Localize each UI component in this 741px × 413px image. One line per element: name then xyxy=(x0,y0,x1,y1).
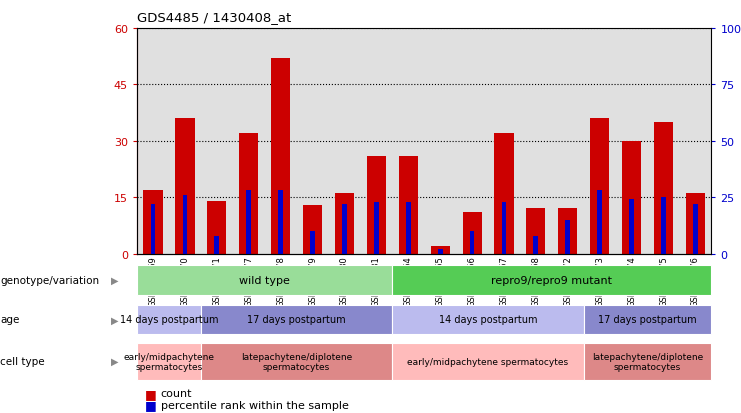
Text: ▶: ▶ xyxy=(111,315,119,325)
Text: genotype/variation: genotype/variation xyxy=(0,275,99,285)
Bar xyxy=(686,194,705,254)
Bar xyxy=(214,236,219,254)
Bar xyxy=(374,202,379,254)
Bar xyxy=(520,29,552,254)
Bar xyxy=(534,236,538,254)
Text: wild type: wild type xyxy=(239,275,290,285)
Text: latepachytene/diplotene
spermatocytes: latepachytene/diplotene spermatocytes xyxy=(241,352,352,371)
Text: 14 days postpartum: 14 days postpartum xyxy=(120,315,219,325)
Bar xyxy=(654,123,673,254)
Text: 14 days postpartum: 14 days postpartum xyxy=(439,315,537,325)
Bar xyxy=(552,29,584,254)
Bar xyxy=(150,204,156,254)
Bar xyxy=(629,200,634,254)
Bar xyxy=(182,195,187,254)
Text: cell type: cell type xyxy=(0,356,44,366)
Text: count: count xyxy=(161,388,193,398)
Bar xyxy=(622,141,641,254)
Bar xyxy=(616,29,648,254)
Bar xyxy=(558,209,577,254)
Text: early/midpachytene
spermatocytes: early/midpachytene spermatocytes xyxy=(124,352,214,371)
Bar xyxy=(310,231,315,254)
Text: ▶: ▶ xyxy=(111,275,119,285)
Text: ■: ■ xyxy=(144,398,156,411)
Bar xyxy=(239,134,259,254)
Bar xyxy=(335,194,354,254)
Bar xyxy=(494,134,514,254)
Bar xyxy=(399,157,418,254)
Bar xyxy=(502,202,506,254)
Bar xyxy=(590,119,609,254)
Text: ▶: ▶ xyxy=(111,356,119,366)
Text: age: age xyxy=(0,315,19,325)
Bar xyxy=(488,29,520,254)
Bar xyxy=(406,202,411,254)
Bar xyxy=(176,119,194,254)
Bar xyxy=(526,209,545,254)
Text: early/midpachytene spermatocytes: early/midpachytene spermatocytes xyxy=(408,357,568,366)
Bar xyxy=(144,190,162,254)
Bar xyxy=(438,249,442,254)
Bar xyxy=(137,29,169,254)
Bar xyxy=(661,198,666,254)
Bar xyxy=(456,29,488,254)
Bar xyxy=(360,29,392,254)
Bar xyxy=(392,29,424,254)
Bar xyxy=(246,191,251,254)
Bar xyxy=(207,202,227,254)
Text: latepachytene/diplotene
spermatocytes: latepachytene/diplotene spermatocytes xyxy=(592,352,703,371)
Text: 17 days postpartum: 17 days postpartum xyxy=(598,315,697,325)
Bar xyxy=(328,29,360,254)
Bar xyxy=(233,29,265,254)
Bar xyxy=(431,247,450,254)
Bar xyxy=(265,29,296,254)
Text: 17 days postpartum: 17 days postpartum xyxy=(247,315,346,325)
Text: ■: ■ xyxy=(144,387,156,400)
Text: repro9/repro9 mutant: repro9/repro9 mutant xyxy=(491,275,612,285)
Bar xyxy=(271,59,290,254)
Text: percentile rank within the sample: percentile rank within the sample xyxy=(161,400,349,410)
Bar xyxy=(296,29,328,254)
Bar xyxy=(597,191,602,254)
Bar xyxy=(201,29,233,254)
Bar xyxy=(279,191,283,254)
Bar xyxy=(565,220,570,254)
Bar xyxy=(424,29,456,254)
Bar xyxy=(169,29,201,254)
Bar xyxy=(470,231,474,254)
Bar xyxy=(584,29,616,254)
Bar xyxy=(367,157,386,254)
Bar xyxy=(462,213,482,254)
Bar xyxy=(303,205,322,254)
Bar xyxy=(342,204,347,254)
Bar xyxy=(679,29,711,254)
Bar xyxy=(648,29,679,254)
Bar xyxy=(693,204,698,254)
Text: GDS4485 / 1430408_at: GDS4485 / 1430408_at xyxy=(137,11,291,24)
